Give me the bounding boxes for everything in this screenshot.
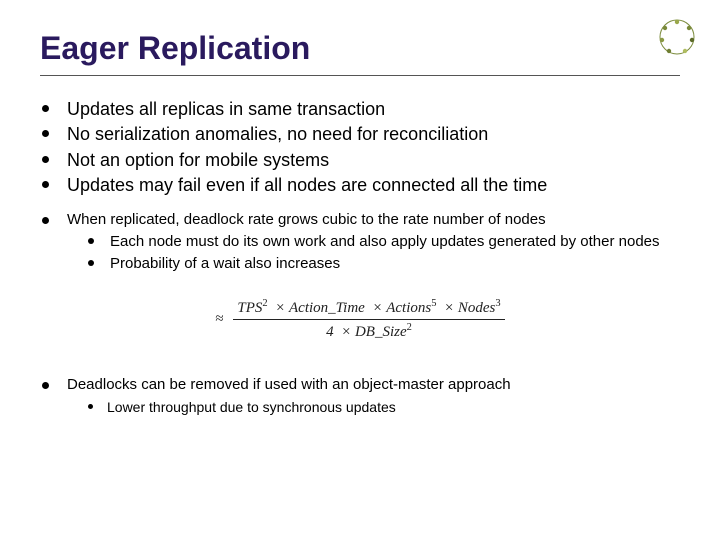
slide-container: Eager Replication Updates all replicas i…: [0, 0, 720, 438]
bullet-icon: [42, 382, 49, 389]
list-item: Not an option for mobile systems: [40, 149, 680, 172]
fraction: TPS2 × Action_Time × Actions5 × Nodes3 4…: [233, 298, 504, 341]
list-item: Updates may fail even if all nodes are c…: [40, 174, 680, 197]
bullet-text: Probability of a wait also increases: [110, 254, 340, 274]
list-item: Probability of a wait also increases: [86, 254, 680, 274]
bullet-text: Deadlocks can be removed if used with an…: [67, 375, 511, 395]
formula-block: ≈ TPS2 × Action_Time × Actions5 × Nodes3…: [40, 298, 680, 341]
numerator: TPS2 × Action_Time × Actions5 × Nodes3: [233, 298, 504, 320]
list-item: When replicated, deadlock rate grows cub…: [40, 210, 680, 230]
secondary-bullet-list: When replicated, deadlock rate grows cub…: [40, 210, 680, 230]
bullet-icon: [88, 238, 94, 244]
bullet-icon: [88, 404, 93, 409]
denominator: 4 × DB_Size2: [233, 320, 504, 341]
bullet-text: Updates all replicas in same transaction: [67, 98, 385, 121]
bullet-icon: [42, 156, 49, 163]
bullet-text: When replicated, deadlock rate grows cub…: [67, 210, 546, 230]
slide-title: Eager Replication: [40, 30, 680, 76]
tertiary-bullet-list: Deadlocks can be removed if used with an…: [40, 375, 680, 395]
main-bullet-list: Updates all replicas in same transaction…: [40, 98, 680, 198]
list-item: Each node must do its own work and also …: [86, 232, 680, 252]
bullet-text: Each node must do its own work and also …: [110, 232, 660, 252]
bullet-icon: [42, 217, 49, 224]
sub-bullet-list: Each node must do its own work and also …: [86, 232, 680, 275]
bullet-text: No serialization anomalies, no need for …: [67, 123, 488, 146]
corner-logo: [656, 16, 698, 58]
list-item: Deadlocks can be removed if used with an…: [40, 375, 680, 395]
bullet-text: Not an option for mobile systems: [67, 149, 329, 172]
list-item: Lower throughput due to synchronous upda…: [86, 398, 680, 417]
bullet-icon: [42, 130, 49, 137]
bullet-icon: [42, 105, 49, 112]
sub-bullet-list: Lower throughput due to synchronous upda…: [86, 398, 680, 417]
bullet-text: Updates may fail even if all nodes are c…: [67, 174, 547, 197]
bullet-icon: [88, 260, 94, 266]
bullet-text: Lower throughput due to synchronous upda…: [107, 398, 396, 417]
approx-symbol: ≈: [215, 311, 223, 328]
list-item: Updates all replicas in same transaction: [40, 98, 680, 121]
list-item: No serialization anomalies, no need for …: [40, 123, 680, 146]
bullet-icon: [42, 181, 49, 188]
